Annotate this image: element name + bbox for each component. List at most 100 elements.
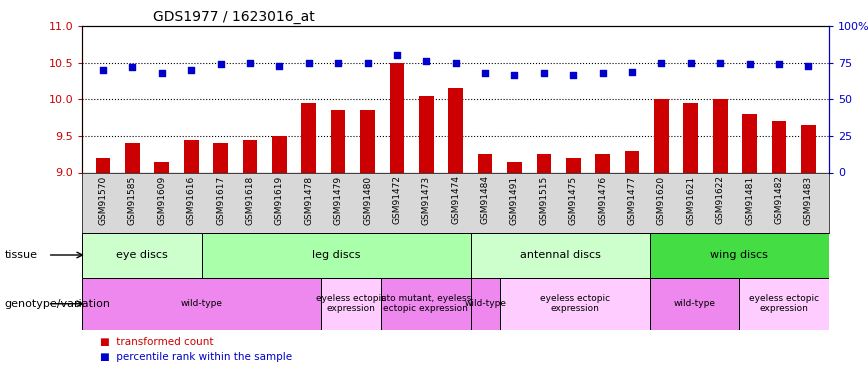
Bar [202,232,470,278]
Text: eyeless ectopic
expression: eyeless ectopic expression [316,294,386,314]
Point [126,64,140,70]
Point [508,72,522,78]
Text: GSM91620: GSM91620 [657,176,666,225]
Text: wild-type: wild-type [464,299,507,308]
Point [360,60,374,66]
Text: wild-type: wild-type [674,299,715,308]
Point [273,63,286,69]
Bar [742,114,757,172]
Bar [390,63,404,173]
Bar [125,143,140,172]
Bar [449,88,463,172]
Point [743,61,757,67]
Bar [243,140,257,172]
Point [302,60,316,66]
Bar [477,154,492,173]
Text: GSM91474: GSM91474 [451,176,460,225]
Text: GSM91475: GSM91475 [569,176,578,225]
Bar [650,232,829,278]
Bar [713,99,727,172]
Text: antennal discs: antennal discs [520,250,601,260]
Point [801,63,815,69]
Text: GSM91491: GSM91491 [510,176,519,225]
Bar [214,143,228,172]
Text: GSM91621: GSM91621 [687,176,695,225]
Bar [470,278,501,330]
Text: leg discs: leg discs [312,250,360,260]
Text: GSM91478: GSM91478 [305,176,313,225]
Point [390,53,404,58]
Point [537,70,551,76]
Point [96,67,110,73]
Text: tissue: tissue [4,250,37,260]
Text: wild-type: wild-type [181,299,223,308]
Text: genotype/variation: genotype/variation [4,299,110,309]
Bar [772,122,786,172]
Text: ato mutant, eyeless
ectopic expression: ato mutant, eyeless ectopic expression [381,294,471,314]
Point [332,60,345,66]
Text: GSM91472: GSM91472 [392,176,401,225]
Bar [650,278,740,330]
Text: GSM91618: GSM91618 [246,176,254,225]
Text: GSM91479: GSM91479 [333,176,343,225]
Text: GSM91483: GSM91483 [804,176,812,225]
Point [772,61,786,67]
Text: eye discs: eye discs [116,250,168,260]
Bar [566,158,581,172]
Text: GSM91481: GSM91481 [745,176,754,225]
Text: GSM91477: GSM91477 [628,176,636,225]
Bar [470,232,650,278]
Text: ■  transformed count: ■ transformed count [100,338,214,348]
Bar [331,110,345,172]
Bar [321,278,381,330]
Point [184,67,198,73]
Point [478,70,492,76]
Text: GSM91617: GSM91617 [216,176,225,225]
Text: GSM91585: GSM91585 [128,176,137,225]
Point [625,69,639,75]
Text: GSM91482: GSM91482 [774,176,784,225]
Bar [625,150,640,172]
Point [449,60,463,66]
Bar [501,278,650,330]
Bar [360,110,375,172]
Point [713,60,727,66]
Bar [683,103,698,172]
Point [214,61,227,67]
Bar [801,125,816,172]
Bar [272,136,286,172]
Bar [536,154,551,173]
Text: eyeless ectopic
expression: eyeless ectopic expression [540,294,610,314]
Point [243,60,257,66]
Text: GSM91515: GSM91515 [539,176,549,225]
Point [595,70,609,76]
Text: GSM91484: GSM91484 [481,176,490,225]
Text: ■  percentile rank within the sample: ■ percentile rank within the sample [100,352,292,363]
Text: eyeless ectopic
expression: eyeless ectopic expression [749,294,819,314]
Text: GSM91480: GSM91480 [363,176,372,225]
Bar [507,162,522,172]
Text: GDS1977 / 1623016_at: GDS1977 / 1623016_at [154,10,315,24]
Bar [654,99,668,172]
Bar [82,232,202,278]
Bar [155,162,169,172]
Text: GSM91473: GSM91473 [422,176,431,225]
Bar [595,154,610,173]
Text: GSM91609: GSM91609 [157,176,167,225]
Text: GSM91619: GSM91619 [275,176,284,225]
Point [566,72,580,78]
Point [419,58,433,64]
Bar [95,158,110,172]
Text: wing discs: wing discs [710,250,768,260]
Bar [381,278,470,330]
Bar [419,96,434,172]
Point [684,60,698,66]
Text: GSM91622: GSM91622 [716,176,725,225]
Bar [82,278,321,330]
Bar [740,278,829,330]
Text: GSM91570: GSM91570 [99,176,108,225]
Bar [301,103,316,172]
Point [155,70,168,76]
Point [654,60,668,66]
Text: GSM91476: GSM91476 [598,176,607,225]
